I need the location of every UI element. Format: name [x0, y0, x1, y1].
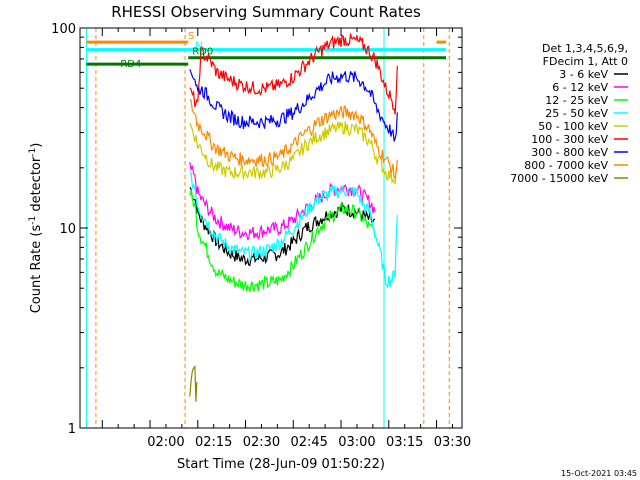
series-line-2 — [189, 189, 376, 293]
x-tick-label: 03:00 — [338, 435, 375, 450]
legend-entry-label: 100 - 300 keV — [531, 133, 608, 146]
plot-inner — [85, 28, 450, 428]
series-line-5 — [189, 33, 398, 115]
legend-entry-label: 6 - 12 keV — [552, 81, 608, 94]
legend-title-line: FDecim 1, Att 0 — [543, 55, 628, 68]
series-line-0 — [189, 186, 376, 267]
x-tick-label: 02:45 — [290, 435, 327, 450]
x-tick-label: 02:15 — [195, 435, 232, 450]
legend-entry-label: 7000 - 15000 keV — [510, 172, 608, 185]
annotation-rd0: RD0 — [192, 47, 213, 58]
series-line-6 — [189, 69, 398, 142]
x-tick-label: 02:00 — [147, 435, 184, 450]
series-line-8 — [189, 365, 198, 402]
x-tick-label: 03:30 — [434, 435, 471, 450]
x-tick-label: 03:15 — [386, 435, 423, 450]
x-tick-label: 02:30 — [243, 435, 280, 450]
legend-title-line: Det 1,3,4,5,6,9, — [542, 42, 628, 55]
legend-entry-label: 800 - 7000 keV — [524, 159, 608, 172]
series-line-4 — [189, 121, 398, 185]
series-line-3 — [189, 172, 398, 289]
legend-entry-label: 25 - 50 keV — [545, 107, 608, 120]
footer-date: 15-Oct-2021 03:45 — [561, 469, 637, 478]
annotation-rd4: RD4 — [120, 59, 141, 70]
plot-area — [85, 28, 450, 428]
annotation-s: S — [188, 31, 194, 42]
series-line-7 — [189, 99, 398, 180]
y-tick-label: 10 — [59, 222, 76, 237]
series-line-1 — [189, 162, 376, 241]
legend-entry-label: 12 - 25 keV — [545, 94, 608, 107]
annotation-n: N — [195, 41, 202, 52]
y-tick-label: 1 — [68, 422, 76, 437]
legend: Det 1,3,4,5,6,9,FDecim 1, Att 03 - 6 keV… — [510, 42, 628, 185]
chart-title: RHESSI Observing Summary Count Rates — [111, 3, 421, 21]
legend-entry-label: 50 - 100 keV — [538, 120, 608, 133]
axes: 1 10 100 02:00 02:15 02:30 02:45 03:00 03:15 03:3… — [51, 22, 471, 450]
legend-entry-label: 3 - 6 keV — [559, 68, 608, 81]
y-tick-label: 100 — [51, 22, 76, 37]
x-axis-label: Start Time (28-Jun-09 01:50:22) — [177, 457, 385, 472]
legend-entry-label: 300 - 800 keV — [531, 146, 608, 159]
y-axis-label: Count Rate (s-1 detector-1) — [28, 143, 44, 314]
